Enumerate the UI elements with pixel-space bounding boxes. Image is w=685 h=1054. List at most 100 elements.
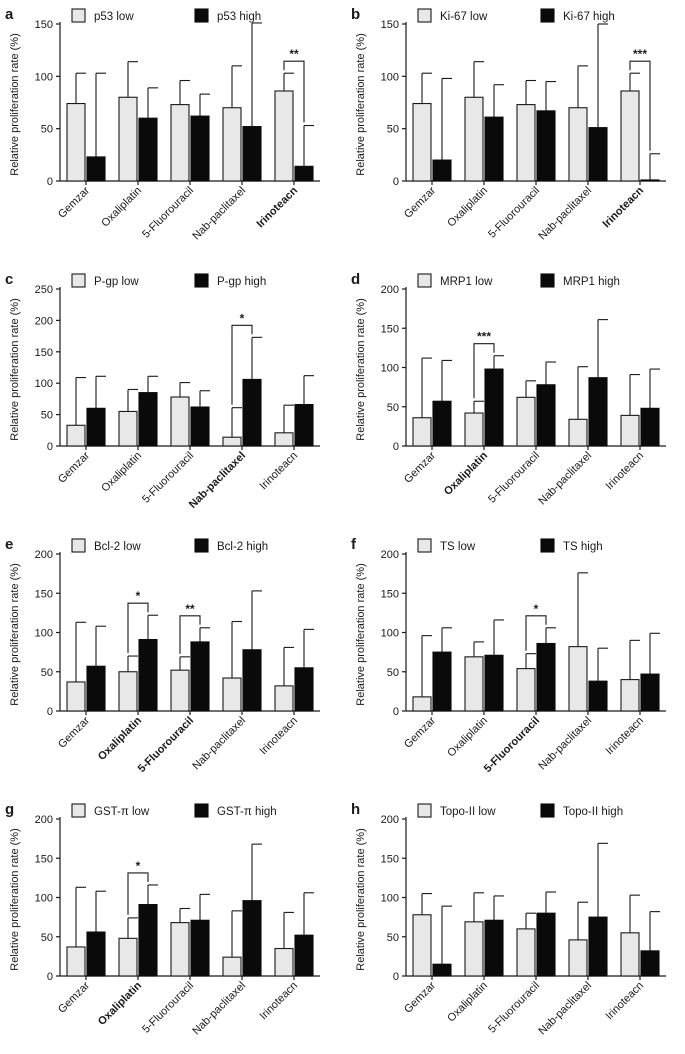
panel-d-letter: d <box>351 271 360 288</box>
panel-e-y-tick-label: 150 <box>35 588 53 600</box>
panel-e-letter: e <box>5 536 13 553</box>
panel-c-x-tick-label: Irinoteacn <box>257 450 300 493</box>
panel-b-x-tick-label: Oxaliplatin <box>445 185 490 230</box>
panel-a-x-tick-label: Nab-paclitaxel <box>190 185 248 243</box>
panel-e-x-tick-label: Nab-paclitaxel <box>190 715 248 773</box>
panel-h-y-tick-label: 50 <box>387 932 399 944</box>
panel-e-x-tick-label: Gemzar <box>56 714 92 750</box>
panel-e-bar-low <box>66 681 86 712</box>
panel-h-legend-label: Topo-II high <box>563 806 623 818</box>
panel-e-legend-label: Bcl-2 low <box>94 541 141 553</box>
panel-e-y-tick-label: 200 <box>35 549 53 561</box>
panel-e-bar-low <box>222 677 242 712</box>
panel-f-bar-high <box>640 673 660 712</box>
panel-b-y-tick-label: 100 <box>381 71 399 83</box>
panel-d-bar-high <box>640 407 660 447</box>
panel-f-y-tick-label: 150 <box>381 588 399 600</box>
panel-g-bar-low <box>222 956 242 977</box>
panel-c: c Relative proliferation rate (%) 0 50 100 15… <box>5 271 320 511</box>
panel-e-significance-bracket <box>179 615 201 654</box>
panel-b-bar-low <box>464 96 484 182</box>
panel-h-legend-swatch <box>540 803 555 818</box>
panel-c-bar-low <box>118 410 138 447</box>
panel-d-significance-bracket <box>473 343 495 399</box>
panel-b-significance-label: *** <box>633 47 647 61</box>
panel-e-significance-label: ** <box>185 602 195 616</box>
panel-g-bar-low <box>170 922 190 977</box>
panel-g-x-tick-label: Gemzar <box>56 979 92 1015</box>
panel-g-legend-label: GST-π low <box>94 806 150 818</box>
panel-d-bar-low <box>412 417 432 447</box>
panel-b-x-tick-label: Nab-paclitaxel <box>536 185 594 243</box>
panel-d-x-tick-label: Oxaliplatin <box>442 449 490 497</box>
panel-c-y-tick-label: 100 <box>35 378 53 390</box>
panel-h-x-tick-label: Irinoteacn <box>603 980 646 1023</box>
panel-f-letter: f <box>351 536 357 553</box>
panel-f-legend-swatch <box>540 538 555 553</box>
panel-g-bar-high <box>138 904 158 977</box>
panel-c-legend-swatch <box>194 273 209 288</box>
panel-e-y-tick-label: 0 <box>47 706 53 718</box>
panel-g-significance-bracket <box>127 872 149 915</box>
panel-c-bar-high <box>86 407 106 447</box>
panel-h-bar-low <box>516 928 536 977</box>
panel-d-bar-low <box>568 418 588 447</box>
panel-h-x-tick-label: 5-Fluorouracil <box>486 980 542 1036</box>
panel-c-legend-label: P-gp high <box>217 276 266 288</box>
panel-h-bar-high <box>432 963 452 977</box>
panel-d-y-tick-label: 0 <box>393 441 399 453</box>
panel-b-bar-high <box>536 110 556 182</box>
panel-b-legend-label: Ki-67 low <box>440 11 488 23</box>
panel-e-x-tick-label: Irinoteacn <box>257 715 300 758</box>
panel-b-bar-high <box>432 159 452 182</box>
panel-f-x-tick-label: 5-Fluorouracil <box>482 715 542 775</box>
panel-b-legend-swatch <box>417 8 432 23</box>
panel-f: f Relative proliferation rate (%) 0 50 100 15… <box>351 536 666 775</box>
panel-c-y-tick-label: 200 <box>35 315 53 327</box>
panel-g-significance-label: * <box>136 859 141 873</box>
panel-e-bar-high <box>138 639 158 712</box>
panel-f-y-tick-label: 100 <box>381 628 399 640</box>
panel-c-bar-low <box>170 396 190 447</box>
panel-g: g Relative proliferation rate (%) 0 50 100 15… <box>5 801 320 1037</box>
panel-d-y-tick-label: 50 <box>387 402 399 414</box>
panel-a-bar-low <box>66 102 86 182</box>
panel-d-bar-low <box>620 414 640 447</box>
panel-e-bar-high <box>242 649 262 712</box>
panel-g-x-tick-label: Oxaliplatin <box>96 979 144 1027</box>
panel-a-bar-low <box>222 107 242 182</box>
panel-g-bar-high <box>86 931 106 977</box>
panel-a-bar-high <box>190 115 210 182</box>
panel-a-x-tick-label: Oxaliplatin <box>99 185 144 230</box>
panel-g-bar-high <box>190 919 210 977</box>
panel-d-bar-high <box>588 377 608 447</box>
panel-h-x-tick-label: Gemzar <box>402 979 438 1015</box>
panel-a-significance-label: ** <box>289 47 299 61</box>
panel-a-significance-bracket <box>283 60 305 123</box>
panel-c-y-axis-label: Relative proliferation rate (%) <box>9 298 21 440</box>
panel-f-bar-low <box>620 679 640 712</box>
panel-f-bar-low <box>464 656 484 712</box>
panel-f-legend-swatch <box>417 538 432 553</box>
panel-c-significance-bracket <box>231 324 253 405</box>
panel-d-bar-high <box>432 400 452 447</box>
panel-b-y-tick-label: 0 <box>393 176 399 188</box>
panel-a-bar-high <box>294 165 314 182</box>
panel-e: e Relative proliferation rate (%) 0 50 100 15… <box>5 536 320 775</box>
panel-g-x-tick-label: Nab-paclitaxel <box>190 980 248 1038</box>
panel-d-x-tick-label: 5-Fluorouracil <box>486 450 542 506</box>
panel-d-y-tick-label: 100 <box>381 363 399 375</box>
panel-f-x-tick-label: Oxaliplatin <box>445 715 490 760</box>
panel-e-y-axis-label: Relative proliferation rate (%) <box>9 563 21 705</box>
panel-f-bar-low <box>568 646 588 712</box>
panel-h-x-tick-label: Oxaliplatin <box>445 980 490 1025</box>
panel-g-legend-swatch <box>71 803 86 818</box>
panel-d-bar-low <box>516 396 536 447</box>
panel-f-x-tick-label: Gemzar <box>402 714 438 750</box>
panel-b-bar-high <box>484 116 504 182</box>
panel-h-letter: h <box>351 801 360 818</box>
panel-a-legend-label: p53 high <box>217 11 261 23</box>
panel-e-bar-high <box>294 667 314 712</box>
panel-h-bar-high <box>588 916 608 977</box>
